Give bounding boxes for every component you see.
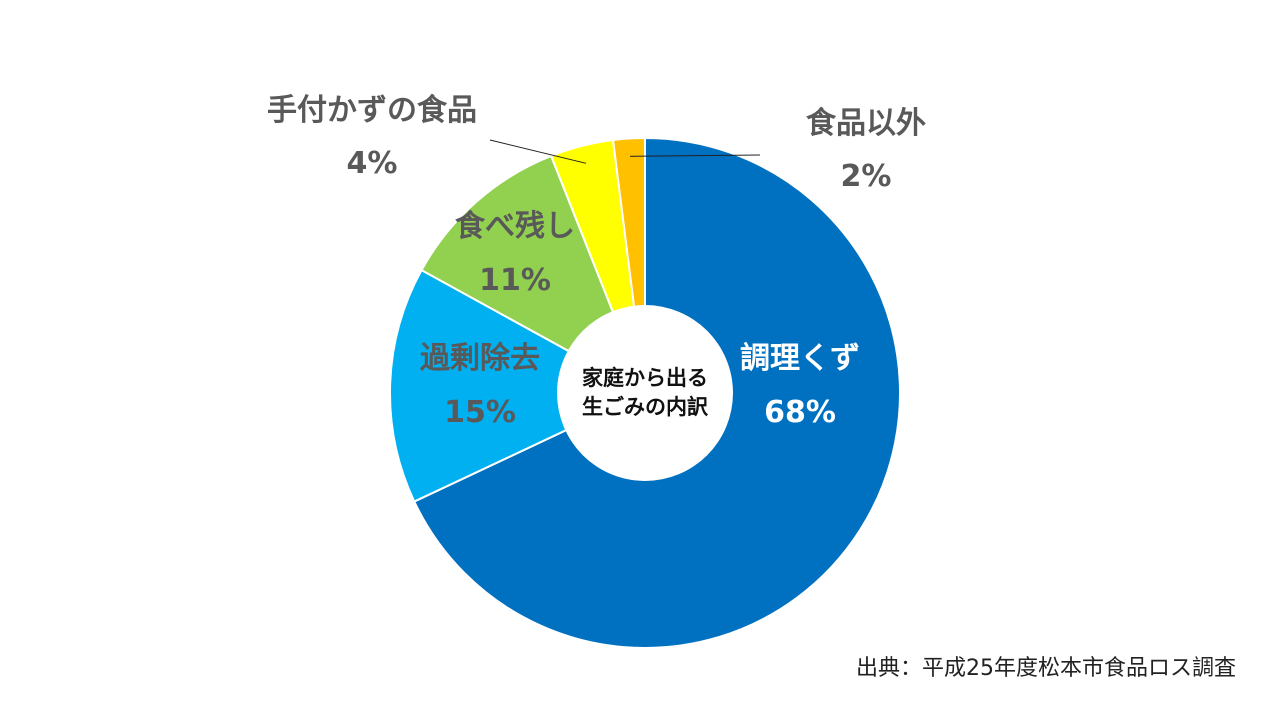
leader-line-5 — [630, 154, 761, 157]
slice-category-label-4: 手付かずの食品 — [267, 93, 477, 128]
donut-hole — [557, 305, 733, 481]
slice-category-label-2: 過剰除去 — [420, 341, 540, 376]
slice-category-label-5: 食品以外 — [806, 106, 926, 141]
slice-category-label-1: 調理くず — [740, 341, 860, 376]
slice-value-label-3: 11% — [479, 263, 551, 298]
center-label-line-2: 生ごみの内訳 — [582, 395, 709, 419]
slice-value-label-1: 68% — [764, 395, 836, 430]
pie-slice-2 — [389, 268, 648, 503]
slice-value-label-4: 4% — [347, 146, 398, 181]
leader-line-4 — [489, 139, 587, 164]
slice-category-label-3: 食べ残し — [455, 209, 575, 244]
slice-value-label-2: 15% — [444, 395, 516, 430]
slice-value-label-5: 2% — [841, 159, 892, 194]
source-note: 出典：平成25年度松本市食品ロス調査 — [856, 656, 1236, 681]
center-label-line-1: 家庭から出る — [582, 366, 708, 390]
